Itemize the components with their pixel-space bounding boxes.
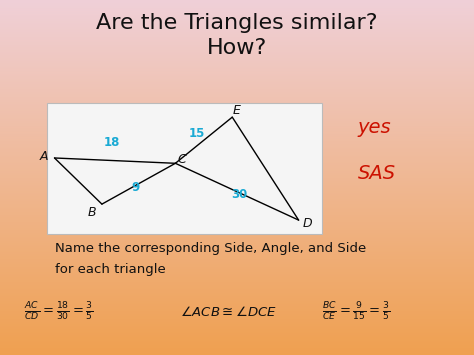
Text: D: D bbox=[302, 217, 312, 230]
Text: Name the corresponding Side, Angle, and Side: Name the corresponding Side, Angle, and … bbox=[55, 242, 366, 255]
Text: B: B bbox=[88, 207, 97, 219]
Text: C: C bbox=[177, 153, 186, 166]
Text: 18: 18 bbox=[104, 136, 120, 148]
Text: yes: yes bbox=[358, 118, 392, 137]
Text: 30: 30 bbox=[231, 188, 247, 201]
Text: $\angle ACB \cong \angle DCE$: $\angle ACB \cong \angle DCE$ bbox=[180, 305, 277, 320]
Text: SAS: SAS bbox=[358, 164, 396, 184]
Text: How?: How? bbox=[207, 38, 267, 58]
Text: 9: 9 bbox=[131, 181, 139, 194]
Text: $\frac{AC}{CD} = \frac{18}{30} = \frac{3}{5}$: $\frac{AC}{CD} = \frac{18}{30} = \frac{3… bbox=[24, 301, 93, 323]
Text: $\frac{BC}{CE} = \frac{9}{15} = \frac{3}{5}$: $\frac{BC}{CE} = \frac{9}{15} = \frac{3}… bbox=[322, 301, 391, 323]
Text: for each triangle: for each triangle bbox=[55, 263, 165, 275]
FancyBboxPatch shape bbox=[47, 103, 322, 234]
Text: Are the Triangles similar?: Are the Triangles similar? bbox=[96, 13, 378, 33]
Text: A: A bbox=[40, 150, 48, 163]
Text: E: E bbox=[233, 104, 241, 116]
Text: 15: 15 bbox=[189, 127, 205, 140]
